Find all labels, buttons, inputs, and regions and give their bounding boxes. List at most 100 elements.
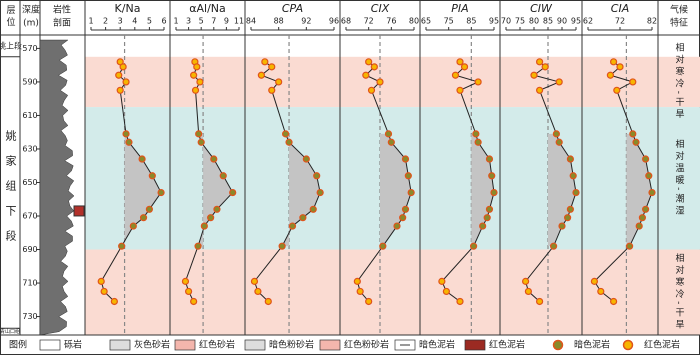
sample-point (118, 242, 126, 250)
sample-point (616, 63, 624, 71)
sample-point (190, 297, 198, 306)
sample-point (299, 214, 307, 222)
sample-point (641, 205, 650, 213)
sample-point (157, 188, 165, 197)
x-tick-label: 85 (466, 17, 476, 26)
sample-point (456, 297, 464, 306)
warm-shading (198, 133, 233, 247)
sample-point (472, 130, 480, 138)
sample-point (629, 130, 637, 138)
sample-point (210, 155, 218, 163)
sample-point (219, 172, 227, 180)
legend-label: 灰色砂岩 (134, 339, 170, 351)
x-tick-label: 3 (118, 17, 123, 26)
x-tick-label: 84 (246, 17, 256, 26)
depth-tick-label: 630 (22, 144, 37, 153)
sample-point (401, 155, 410, 163)
climate-label: 相对寒冷-干旱 (674, 42, 685, 121)
depth-tick-label: 710 (22, 279, 37, 288)
sample-point (194, 242, 202, 250)
climate-zone (85, 56, 700, 108)
sample-point (404, 172, 412, 180)
x-tick-label: 80 (529, 17, 539, 26)
x-tick-label: 90 (557, 17, 567, 26)
sample-point (257, 71, 265, 79)
sample-point (197, 138, 205, 146)
x-tick-label: 1 (173, 17, 178, 26)
sample-point (613, 86, 621, 94)
sample-point (115, 71, 123, 79)
legend-swatch (319, 339, 341, 351)
legend-label: 红色泥岩 (644, 339, 680, 351)
x-tick-label: 70 (501, 17, 511, 26)
sample-point (129, 222, 137, 230)
sample-point (302, 155, 310, 163)
sample-point (254, 287, 262, 296)
header-lithology: 岩性 (53, 4, 71, 16)
sample-point (190, 71, 198, 79)
sample-point (268, 63, 276, 71)
sample-point (370, 63, 378, 71)
depth-tick-label: 650 (22, 178, 37, 187)
sample-point (316, 188, 324, 197)
sample-point (569, 172, 577, 180)
panel-title: CIA (611, 2, 629, 15)
header-layer: 层位 (5, 5, 16, 29)
sample-point (566, 155, 575, 163)
depth-tick-label: 570 (22, 44, 37, 53)
sample-point (648, 188, 656, 197)
header-depth: 深度 (22, 4, 40, 16)
sample-point (384, 130, 393, 138)
sample-point (365, 297, 373, 306)
sample-point (399, 214, 407, 222)
x-tick-label: 2 (103, 17, 108, 26)
header-lithology: 剖面 (53, 17, 71, 29)
warm-shading (380, 133, 412, 247)
panel-title: αAl/Na (189, 2, 226, 15)
x-tick-label: 95 (489, 17, 499, 26)
sample-point (488, 172, 496, 180)
sample-point (451, 71, 460, 79)
x-tick-label: 80 (409, 17, 419, 26)
sample-point (558, 222, 566, 230)
depth-tick-label: 590 (22, 77, 37, 86)
sample-point (563, 214, 572, 222)
sample-point (250, 277, 259, 285)
sample-point (470, 242, 478, 250)
sample-point (125, 138, 133, 146)
sample-point (148, 172, 156, 180)
layer-label: 姚上段 (0, 40, 22, 50)
sample-point (572, 188, 580, 197)
sample-point (116, 86, 124, 94)
sample-point (535, 297, 544, 306)
legend-swatch (464, 339, 486, 351)
sample-point (139, 214, 148, 222)
sample-point (281, 130, 290, 138)
sample-point (367, 86, 376, 94)
sample-point (442, 287, 450, 296)
sample-point (185, 287, 193, 296)
sample-point (200, 222, 208, 230)
legend-label: 暗色泥岩 (419, 339, 455, 351)
panel-title: PIA (451, 2, 468, 15)
sample-point (97, 277, 105, 285)
legend-swatch (174, 339, 196, 351)
x-tick-label: 92 (301, 17, 311, 26)
sample-point (629, 78, 637, 86)
sample-point (122, 78, 130, 86)
x-tick-label: 96 (329, 17, 339, 26)
sample-point (285, 138, 293, 146)
climate-label: 相对寒冷-干旱 (674, 252, 685, 331)
climate-label: 相对温暖-潮湿 (674, 138, 685, 217)
sample-point (313, 172, 321, 180)
panel-title: CPA (282, 2, 303, 15)
header-climate: 气候 (670, 4, 688, 16)
x-tick-label: 72 (615, 17, 625, 26)
x-tick-label: 3 (186, 17, 191, 26)
legend-point (552, 339, 564, 351)
layer-label: 青山口组 (0, 328, 20, 335)
sample-point (387, 138, 395, 146)
panel-title: K/Na (115, 2, 141, 15)
x-tick-label: 68 (341, 17, 351, 26)
sample-point (597, 287, 605, 296)
